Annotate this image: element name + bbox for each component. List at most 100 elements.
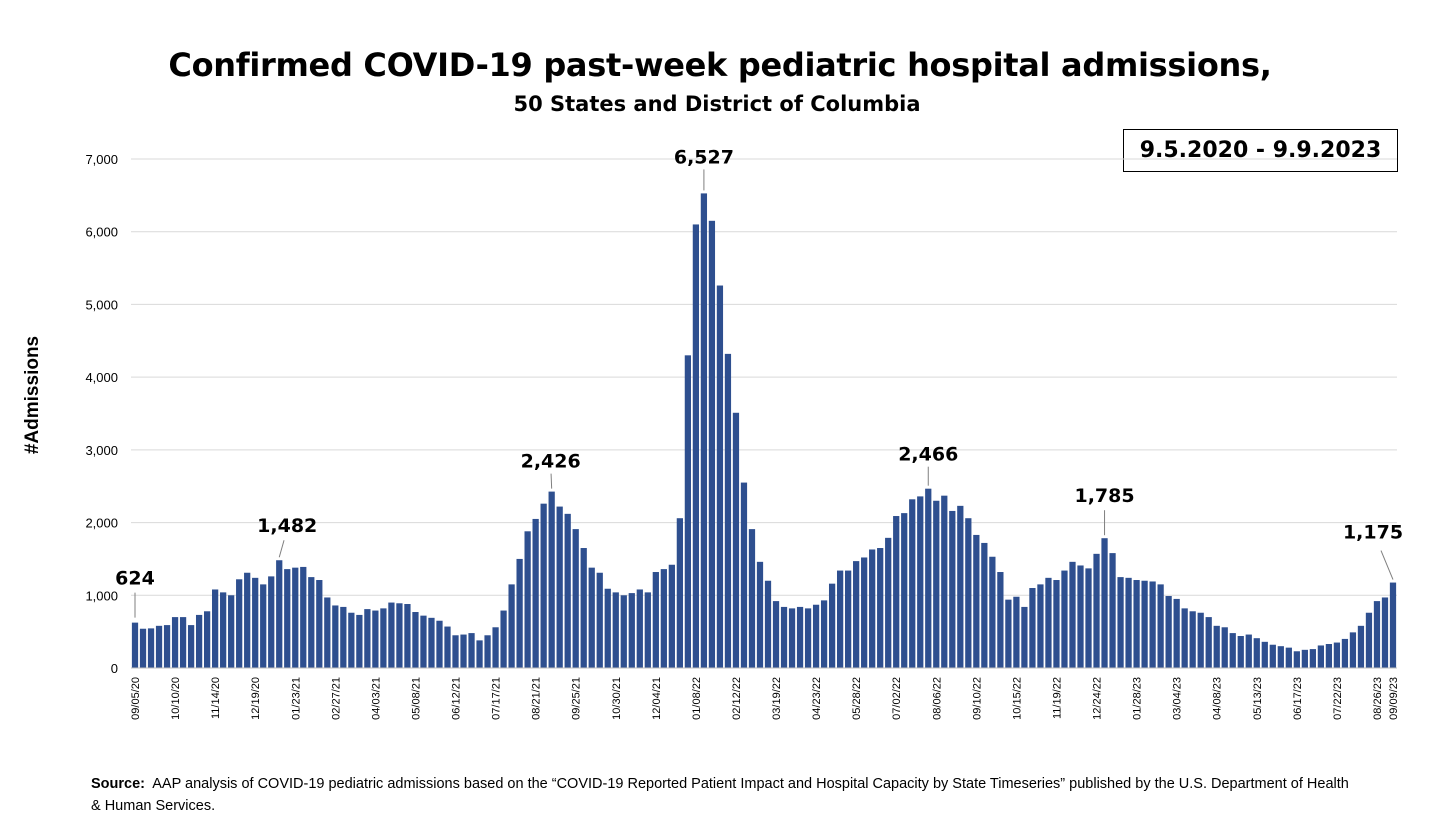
bar [1101,538,1108,668]
x-tick-label: 04/23/22 [811,677,823,720]
bar [941,495,948,668]
x-tick-label: 11/14/20 [210,677,222,719]
x-tick-label: 10/30/21 [611,677,623,720]
bar [139,628,147,668]
bar [1173,598,1180,668]
bar [187,625,195,668]
bar [756,561,764,668]
x-tick-label: 03/19/22 [771,677,783,720]
bar [1325,644,1333,668]
annotation-leader [1380,550,1394,580]
x-tick-label: 04/08/23 [1212,677,1224,720]
data-label: 2,426 [521,451,581,473]
bar [764,580,772,668]
bar [1181,608,1188,668]
bar [492,627,499,668]
bar [203,611,211,668]
bar [308,577,315,668]
bar [236,579,243,668]
y-tick-label: 1,000 [85,588,118,603]
bar [933,500,940,668]
bar [1045,577,1052,668]
bar [1229,633,1236,668]
bar [1029,588,1036,668]
data-label: 624 [115,568,155,590]
bar [163,625,171,668]
bar [973,534,980,668]
data-label: 6,527 [674,146,734,168]
x-tick-label: 09/25/21 [571,677,583,720]
bar [212,589,219,668]
bar [1221,627,1228,668]
bar [644,592,651,668]
bar [1317,645,1325,668]
x-tick-label: 09/10/22 [971,677,983,720]
bar [444,626,451,668]
bar [548,491,555,668]
source-label: Source: [91,776,145,792]
bar [364,609,371,668]
bar [997,572,1004,668]
bar [300,566,307,668]
data-label: 1,175 [1343,522,1403,544]
bar [1093,553,1100,668]
bar [220,592,227,668]
x-axis-ticks: 09/05/20 10/10/20 11/14/20 12/19/20 01/23/21… [130,677,1400,720]
bar [1037,584,1044,668]
bar [828,583,836,668]
bar [676,518,683,668]
bar [1333,642,1341,668]
bar [1213,625,1220,668]
bar [740,482,748,668]
bar [588,567,595,668]
y-tick-label: 5,000 [85,297,118,312]
bar [540,503,547,668]
bar [861,557,868,668]
bar [1085,568,1092,668]
bar [476,640,483,668]
bar [1013,596,1020,668]
bar [532,518,539,668]
x-tick-label: 06/12/21 [451,677,463,720]
bar [612,592,619,668]
bar [732,412,740,668]
bar [660,569,667,668]
x-tick-label: 02/12/22 [731,677,743,720]
bar [284,569,291,668]
bar [885,537,892,668]
bar [981,542,988,668]
bar [1309,649,1316,668]
y-tick-label: 0 [111,661,118,676]
bar [853,561,860,668]
x-tick-label: 07/02/22 [891,677,903,720]
bar [1365,612,1373,668]
bar [1277,646,1284,668]
bar [452,635,459,668]
x-tick-label: 11/19/22 [1051,677,1063,719]
bar [244,572,251,668]
x-tick-label: 07/22/23 [1332,677,1344,720]
bar [652,572,659,668]
x-tick-label: 01/28/23 [1132,677,1144,720]
x-tick-label: 05/08/21 [410,677,422,720]
bar [917,496,924,668]
bar [436,620,443,668]
bar [636,589,643,668]
bar [604,588,611,668]
bar [1285,647,1292,668]
source-note: Source: AAP analysis of COVID-19 pediatr… [91,773,1351,817]
x-tick-label: 08/21/21 [531,677,543,720]
bar [276,560,283,668]
bar [708,220,716,669]
data-label: 2,466 [898,444,958,466]
bar [596,572,603,668]
bar [796,606,804,668]
bar [1053,580,1060,668]
bar [812,604,820,668]
bar [925,488,932,668]
bar [1117,577,1124,668]
bar [468,633,475,668]
bar [1021,606,1028,668]
bar [147,628,155,668]
bar [372,610,379,668]
